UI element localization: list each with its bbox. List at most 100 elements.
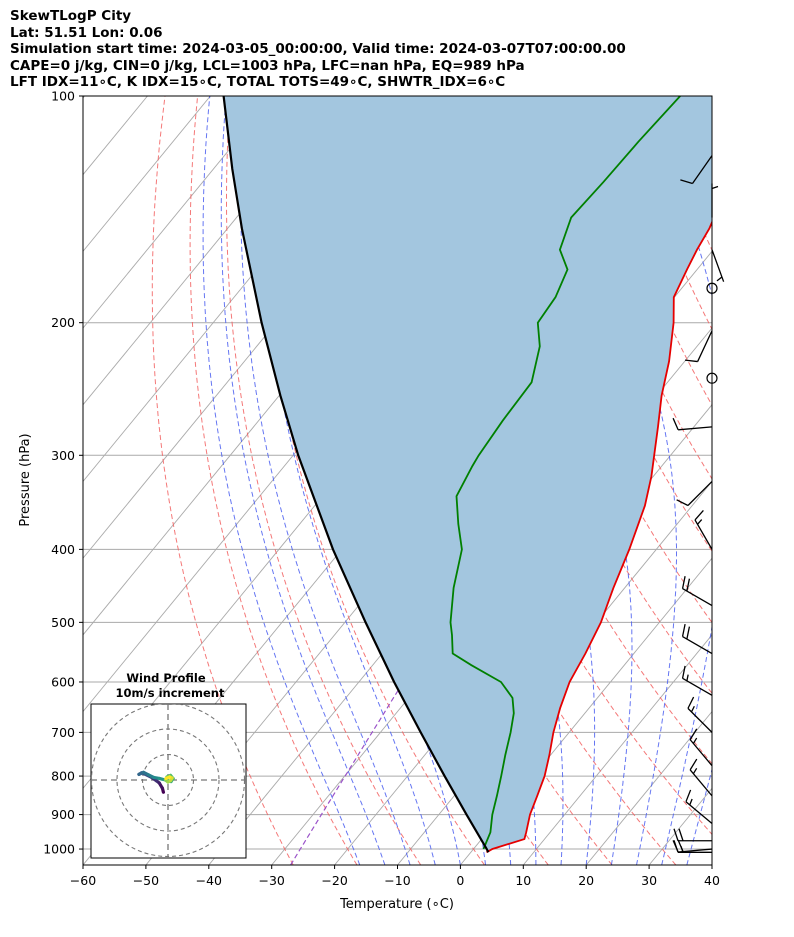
barb-flag bbox=[689, 758, 698, 771]
calm-circle bbox=[706, 282, 718, 294]
barb-half-flag bbox=[711, 185, 719, 190]
dry-adiabat-line bbox=[189, 96, 358, 865]
isotherm-line bbox=[83, 96, 211, 253]
barb-flag bbox=[681, 624, 686, 637]
barb-flag bbox=[685, 789, 692, 802]
barb-half-flag bbox=[690, 705, 695, 713]
wind-barb bbox=[681, 624, 713, 655]
barb-staff bbox=[691, 155, 713, 184]
moist-adiabat-line bbox=[220, 96, 386, 865]
barb-half-flag bbox=[692, 737, 698, 744]
chart-header: SkewTLogP City Lat: 51.51 Lon: 0.06 Simu… bbox=[10, 8, 626, 91]
wind-barb bbox=[689, 728, 713, 767]
x-tick-label: −60 bbox=[70, 873, 96, 888]
barb-flag bbox=[681, 665, 686, 679]
dry-adiabat-line bbox=[151, 96, 294, 865]
barb-flag bbox=[673, 828, 679, 841]
barb-staff bbox=[697, 330, 713, 362]
mixing-ratio-line bbox=[290, 681, 404, 865]
barb-staff bbox=[711, 249, 725, 282]
chart-title: SkewTLogP City bbox=[10, 8, 132, 24]
index-values-label: LFT IDX=11∘C, K IDX=15∘C, TOTAL TOTS=49∘… bbox=[10, 74, 506, 90]
moist-adiabat-line bbox=[651, 96, 712, 865]
barb-half-flag bbox=[689, 798, 693, 806]
y-tick-label: 100 bbox=[51, 89, 75, 104]
isotherm-line bbox=[522, 634, 712, 865]
barb-flag bbox=[694, 510, 704, 521]
barb-half-flag bbox=[716, 276, 723, 282]
y-tick-label: 500 bbox=[51, 615, 75, 630]
dry-adiabat-line bbox=[784, 96, 794, 865]
barb-flag bbox=[676, 499, 689, 507]
calm-circle bbox=[706, 372, 718, 384]
x-tick-label: −50 bbox=[133, 873, 159, 888]
wind-barb bbox=[672, 839, 713, 853]
barb-flag bbox=[678, 828, 684, 841]
location-label: Lat: 51.51 Lon: 0.06 bbox=[10, 24, 163, 41]
wind-barb bbox=[689, 758, 713, 797]
y-tick-label: 300 bbox=[51, 448, 75, 463]
isotherm-line bbox=[83, 96, 337, 406]
y-tick-label: 900 bbox=[51, 807, 75, 822]
moist-adiabat-line bbox=[711, 863, 712, 865]
dewpoint-line bbox=[449, 96, 681, 850]
barb-flag bbox=[681, 576, 686, 589]
barb-flag bbox=[672, 840, 679, 853]
barb-staff bbox=[682, 677, 713, 696]
dry-adiabat-line bbox=[752, 96, 794, 865]
wind-barb bbox=[685, 789, 713, 825]
barb-staff bbox=[685, 801, 713, 825]
isotherm-line bbox=[711, 864, 712, 865]
x-tick-label: 20 bbox=[578, 873, 594, 888]
stability-indices-label: CAPE=0 j/kg, CIN=0 j/kg, LCL=1003 hPa, L… bbox=[10, 57, 525, 74]
isotherm-line bbox=[83, 96, 274, 329]
x-tick-label: −30 bbox=[259, 873, 285, 888]
wind-barb bbox=[694, 510, 713, 550]
barb-flag bbox=[672, 417, 679, 431]
wind-barb bbox=[672, 417, 713, 431]
moist-adiabat-line bbox=[240, 96, 411, 865]
wind-barb bbox=[673, 828, 712, 842]
barb-staff bbox=[682, 588, 713, 607]
barb-staff bbox=[689, 739, 713, 767]
profiles bbox=[222, 96, 712, 854]
barb-staff bbox=[678, 426, 713, 431]
hodograph-title: Wind Profile bbox=[126, 671, 206, 685]
y-tick-label: 600 bbox=[51, 674, 75, 689]
barb-staff bbox=[682, 635, 713, 655]
dry-adiabat-line bbox=[555, 96, 712, 480]
dry-adiabat-line bbox=[261, 96, 485, 865]
barb-staff bbox=[689, 769, 713, 797]
wind-barbs bbox=[672, 155, 725, 853]
y-tick-label: 200 bbox=[51, 315, 75, 330]
barb-flag bbox=[686, 626, 691, 640]
hodograph-segment bbox=[164, 775, 172, 781]
temperature-line bbox=[486, 220, 712, 854]
x-tick-label: −10 bbox=[384, 873, 410, 888]
x-tick-label: 10 bbox=[515, 873, 531, 888]
hodograph-subtitle: 10m/s increment bbox=[116, 686, 225, 700]
wind-barb bbox=[684, 330, 713, 363]
y-tick-label: 800 bbox=[51, 769, 75, 784]
x-tick-label: 30 bbox=[641, 873, 657, 888]
barb-staff bbox=[678, 848, 713, 853]
time-label: Simulation start time: 2024-03-05_00:00:… bbox=[10, 41, 626, 57]
y-tick-label: 1000 bbox=[43, 842, 75, 857]
wind-barb bbox=[711, 183, 719, 218]
barb-half-flag bbox=[692, 767, 698, 775]
isotherm-line bbox=[83, 96, 85, 99]
moist-adiabat-line bbox=[567, 96, 677, 865]
wind-barb bbox=[706, 372, 718, 384]
x-tick-label: −20 bbox=[321, 873, 347, 888]
barb-staff bbox=[687, 707, 713, 733]
barb-flag bbox=[677, 839, 684, 852]
wind-barb bbox=[681, 665, 713, 696]
dry-adiabat-line bbox=[392, 96, 712, 836]
x-tick-label: 0 bbox=[456, 873, 464, 888]
moist-adiabat-line bbox=[737, 96, 794, 865]
barb-staff bbox=[687, 481, 713, 506]
wind-barb bbox=[711, 249, 725, 282]
barb-flag bbox=[680, 179, 693, 185]
barb-flag bbox=[689, 728, 698, 740]
